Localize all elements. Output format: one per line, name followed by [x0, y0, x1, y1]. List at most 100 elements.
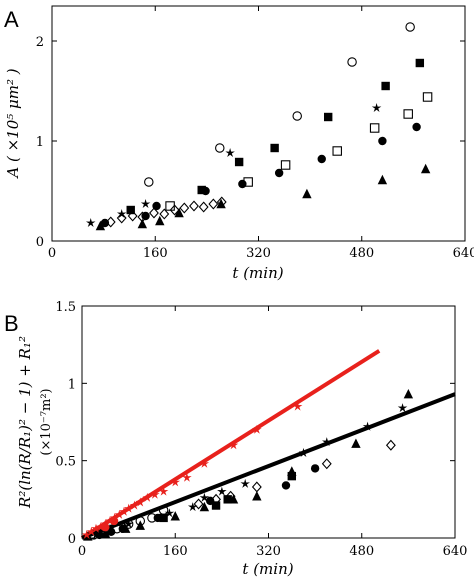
panel-a-point: [274, 168, 284, 178]
panel-b-label: B: [4, 311, 19, 336]
panel-b-red-point: [150, 489, 160, 499]
panel-b-point: [91, 529, 101, 539]
panel-b-point: [193, 498, 204, 510]
panel-b-point: [287, 471, 297, 481]
panel-a-point: [323, 112, 333, 122]
panel-b-red-point: [228, 440, 239, 450]
panel-b-ytick-label: 0: [68, 532, 76, 547]
panel-b-point: [121, 523, 131, 533]
panel-a-point: [332, 146, 342, 156]
panel-a-point: [369, 123, 380, 133]
panel-a-point: [155, 215, 165, 226]
panel-b-xtick-label: 320: [256, 544, 281, 559]
panel-b-point: [322, 437, 332, 447]
panel-b-point: [170, 511, 180, 521]
panel-a-xtick-label: 320: [246, 246, 271, 261]
panel-b-point: [240, 478, 250, 488]
panel-b-points: [81, 388, 414, 541]
panel-b-point: [123, 519, 134, 529]
panel-a-point: [174, 207, 184, 218]
panel-b-red-point: [119, 506, 129, 516]
panel-a-point: [403, 109, 413, 119]
panel-a-point: [378, 136, 387, 146]
panel-a-ytick-label: 2: [36, 35, 44, 50]
panel-b-fit-lines: [80, 349, 456, 540]
panel-b-point: [159, 513, 168, 523]
panel-a-point: [412, 122, 421, 132]
panel-b-point: [252, 491, 262, 501]
panel-a-point: [225, 148, 235, 158]
panel-b-red-point: [114, 509, 125, 519]
panel-a-xtick-label: 160: [143, 246, 168, 261]
panel-a-point: [116, 212, 127, 224]
panel-b-xlabel: t (min): [242, 560, 293, 578]
panel-b-point: [298, 447, 309, 457]
panel-a-xtick-label: 480: [349, 246, 374, 261]
panel-a-point: [238, 179, 247, 189]
panel-b-red-point: [182, 472, 192, 482]
panel-a-label: A: [4, 7, 19, 32]
panel-a-xlabel: t (min): [232, 264, 283, 282]
panel-a-point: [126, 205, 135, 215]
panel-a-point: [159, 208, 170, 220]
panel-b-point: [397, 403, 408, 413]
panel-a-point: [317, 154, 326, 164]
panel-b-point: [362, 421, 373, 431]
panel-a-points: [85, 22, 433, 231]
panel-a-point: [105, 216, 116, 228]
panel-a-point: [149, 207, 159, 219]
panel-a-point: [234, 157, 244, 167]
panel-b-red-point: [292, 401, 303, 411]
panel-a-point: [85, 218, 96, 228]
panel-a-ytick-label: 0: [36, 235, 44, 250]
panel-a-point: [415, 58, 425, 68]
panel-a-point: [347, 57, 357, 67]
panel-b-red-point: [252, 424, 262, 434]
panel-b-red-point: [129, 500, 140, 510]
panel-b-point: [321, 458, 332, 470]
panel-b-ytick-label: 1: [68, 377, 76, 392]
panel-a-point: [405, 22, 415, 32]
panel-a-point: [127, 210, 138, 222]
panel-b-point: [217, 486, 227, 496]
panel-b-xtick-label: 0: [78, 544, 86, 559]
panel-b-ytick-label: 0.5: [55, 455, 76, 470]
panel-b-red-point: [142, 492, 153, 502]
panel-b-point: [351, 438, 361, 448]
panel-b-red-point: [123, 503, 134, 513]
panel-a-ytick-label: 1: [36, 135, 44, 150]
panel-b-point: [251, 481, 262, 493]
panel-b-point: [199, 492, 210, 502]
panel-b-point: [135, 520, 145, 530]
panel-b-red-point: [135, 497, 146, 507]
panel-b-point: [164, 508, 175, 518]
panel-a-point: [189, 200, 199, 212]
panel-a-point: [280, 160, 291, 170]
panel-b-red-point: [170, 477, 181, 487]
panel-a-point: [144, 177, 154, 187]
panel-a-point: [377, 174, 388, 185]
panel-a-point: [215, 143, 225, 153]
panel-a-xtick-label: 640: [453, 246, 474, 261]
panel-a-point: [292, 111, 302, 121]
panel-a-point: [381, 81, 390, 91]
panel-a-point: [302, 188, 312, 199]
panel-b-point: [187, 502, 198, 512]
panel-a-point: [422, 92, 433, 102]
panel-a-point: [169, 204, 180, 216]
panel-b-point: [385, 439, 396, 451]
panel-a-point: [165, 201, 175, 211]
panel-a-point: [95, 220, 106, 231]
panel-a-ticks: 0 160 320 480 640 0 1 2: [36, 6, 474, 261]
panel-b-ylabel-unit: (×10⁻⁷m²): [39, 388, 54, 455]
panel-a-xtick-label: 0: [48, 246, 56, 261]
panel-a-point: [179, 202, 190, 214]
panel-a-point: [201, 186, 210, 196]
panel-b-red-point: [86, 526, 97, 536]
panel-a-frame: [51, 5, 466, 242]
panel-b-red-point: [95, 522, 106, 532]
panel-b-fit-line: [81, 392, 456, 540]
panel-b-red-point: [109, 516, 119, 526]
panel-b-red-point: [101, 522, 110, 532]
